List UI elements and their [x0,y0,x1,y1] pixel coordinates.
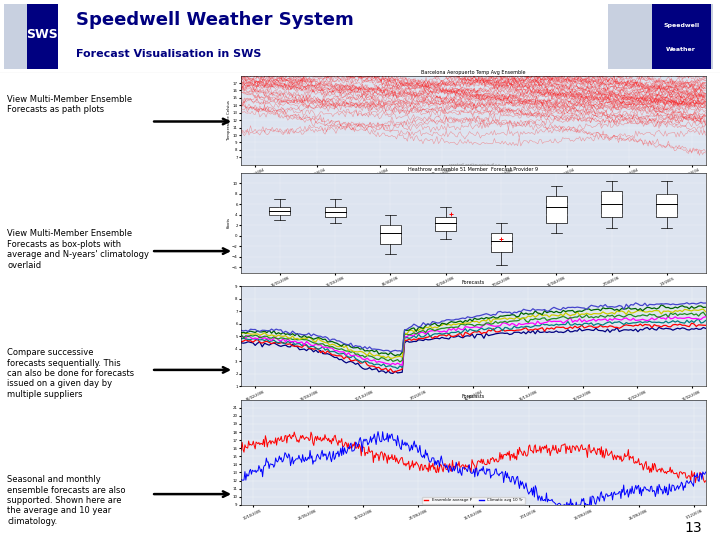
Y-axis label: Knots: Knots [227,217,230,228]
Text: Speedwell Weather System: Speedwell Weather System [76,11,354,29]
Bar [490,233,511,252]
Bar [325,207,346,218]
Bar [657,194,678,218]
Bar [4,4,58,69]
Bar [27,4,58,69]
Legend: Ensemble average P, Climatic avg 10 Yr: Ensemble average P, Climatic avg 10 Yr [422,497,525,504]
Y-axis label: Temperature Celsius: Temperature Celsius [228,100,231,140]
Text: Speedwell: Speedwell [663,23,699,28]
Bar [608,4,713,69]
Text: speedwell weather system v6 s.u.: speedwell weather system v6 s.u. [449,163,501,167]
Text: View Multi-Member Ensemble
Forecasts as box-plots with
average and N-years' clim: View Multi-Member Ensemble Forecasts as … [7,230,149,269]
Text: Weather: Weather [666,47,696,52]
Bar [546,197,567,222]
Title: Heathrow_ensemble 51 Member  Forecast Provider 9: Heathrow_ensemble 51 Member Forecast Pro… [408,167,539,172]
Text: Compare successive
forecasts sequentially. This
can also be done for forecasts
i: Compare successive forecasts sequentiall… [7,348,135,399]
Title: Barcelona Aeropuerto Temp Avg Ensemble: Barcelona Aeropuerto Temp Avg Ensemble [421,70,526,75]
Text: SWS: SWS [27,29,58,42]
Bar [601,191,622,218]
Text: Seasonal and monthly
ensemble forecasts are also
supported. Shown here are
the a: Seasonal and monthly ensemble forecasts … [7,475,126,526]
Title: Forecasts: Forecasts [462,394,485,399]
Bar [436,218,456,231]
Text: Forecast Visualisation in SWS: Forecast Visualisation in SWS [76,49,261,59]
Text: View Multi-Member Ensemble
Forecasts as path plots: View Multi-Member Ensemble Forecasts as … [7,94,132,114]
Bar [269,207,290,215]
Bar [380,225,401,244]
Title: Forecasts: Forecasts [462,280,485,285]
Bar [652,4,711,69]
Text: 13: 13 [685,521,702,535]
